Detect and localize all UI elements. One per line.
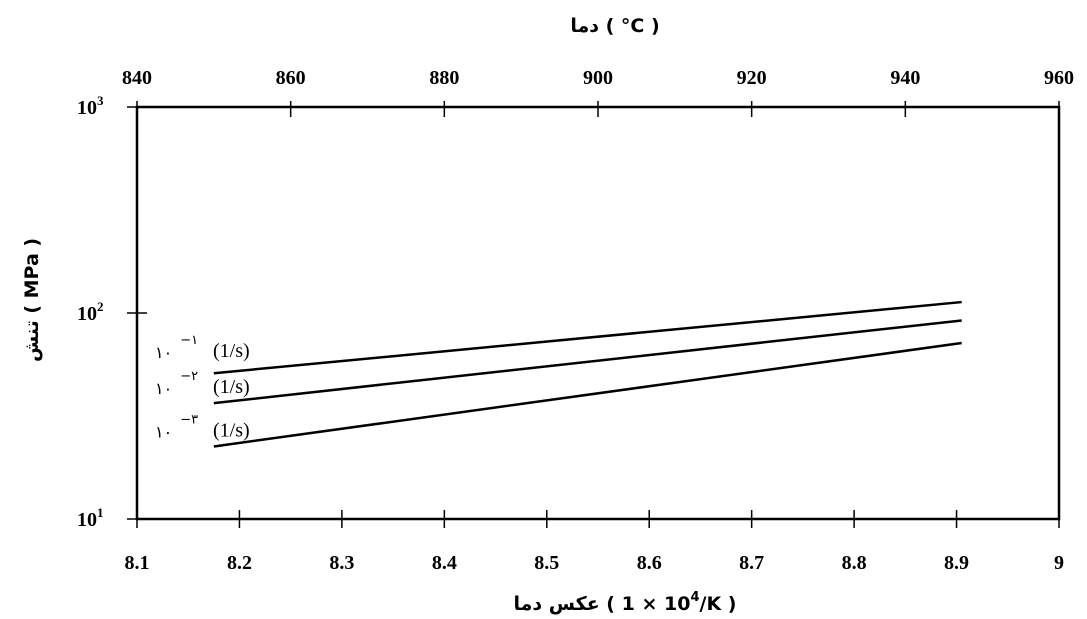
y-axis-title: تنش ( MPa ) xyxy=(21,238,43,362)
series-label-prefix-3: ۱۰−۳ xyxy=(155,412,198,441)
bottom-axis-title-ten: 10 xyxy=(664,593,690,615)
x-tick-label-0: 8.1 xyxy=(125,552,150,574)
plot-frame xyxy=(135,105,1061,521)
series-label-prefix-1: ۱۰−۱ xyxy=(155,333,198,362)
y-tick-label-2: 103 xyxy=(77,93,104,119)
bottom-axis-title: عکس دما ( 104 × 1/K ) xyxy=(514,590,737,615)
x-tick-label-9: 9 xyxy=(1054,552,1064,574)
x-tick-label-8: 8.9 xyxy=(944,552,969,574)
x-tick-label-6: 8.7 xyxy=(739,552,764,574)
x2-tick-label-1: 860 xyxy=(276,67,306,89)
x2-tick-label-2: 880 xyxy=(429,67,459,89)
x-tick-label-2: 8.3 xyxy=(329,552,354,574)
series-line-3 xyxy=(213,341,962,448)
x-tick-label-4: 8.5 xyxy=(534,552,559,574)
series-label-2: ۱۰−۲ (1/s) xyxy=(155,369,250,398)
bottom-axis-title-prefix: عکس دما ( xyxy=(514,593,622,615)
x-tick-label-7: 8.8 xyxy=(842,552,867,574)
series-label-unit-3: (1/s) xyxy=(213,419,250,441)
series-label-3: ۱۰−۳ (1/s) xyxy=(155,412,250,441)
series-label-prefix-2: ۱۰−۲ xyxy=(155,369,198,398)
x-tick-label-5: 8.6 xyxy=(637,552,662,574)
top-axis-title: دما ( °C ) xyxy=(570,15,659,37)
x2-tick-label-3: 900 xyxy=(583,67,613,89)
y-tick-label-0: 101 xyxy=(77,505,104,531)
y-tick-label-1: 102 xyxy=(77,299,104,325)
x-tick-label-3: 8.4 xyxy=(432,552,457,574)
bottom-axis-title-exp: 4 xyxy=(690,590,699,605)
x2-tick-label-5: 940 xyxy=(890,67,920,89)
x2-tick-label-6: 960 xyxy=(1044,67,1074,89)
x2-tick-label-0: 840 xyxy=(122,67,152,89)
series-line-1 xyxy=(213,300,962,375)
x2-tick-label-4: 920 xyxy=(737,67,767,89)
series-line-2 xyxy=(213,319,962,405)
series-label-unit-2: (1/s) xyxy=(213,376,250,398)
series-label-unit-1: (1/s) xyxy=(213,340,250,362)
series-label-1: ۱۰−۱ (1/s) xyxy=(155,333,250,362)
x-tick-label-1: 8.2 xyxy=(227,552,252,574)
